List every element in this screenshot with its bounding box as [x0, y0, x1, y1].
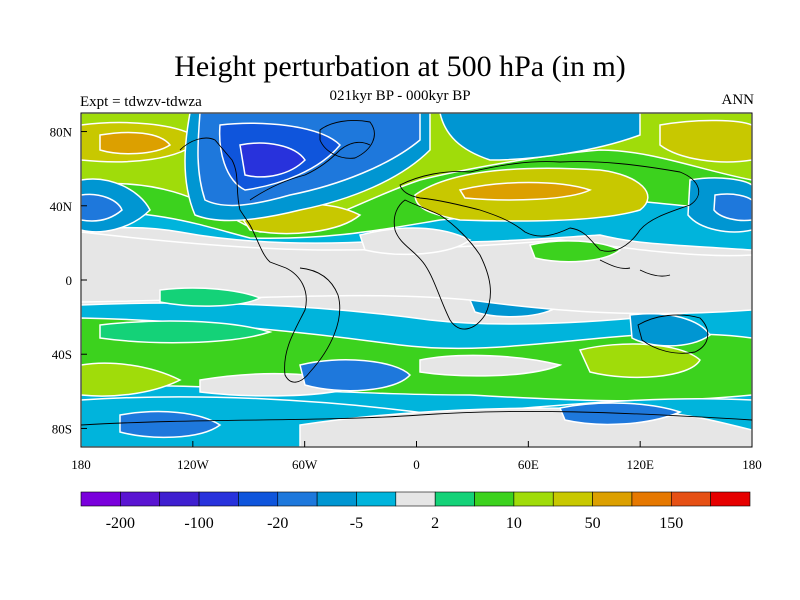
map-axes: 180 120W 60W 0 60E 120E 180 80N 40N 0 40S 80S: [50, 125, 762, 472]
lat-tick-label: 80S: [52, 421, 72, 436]
colorbar-swatch: [316, 491, 357, 507]
colorbar-swatch: [513, 491, 554, 507]
contour-orange-eurasia: [458, 181, 592, 201]
lat-tick-label: 80N: [50, 125, 73, 140]
lon-tick-label: 180: [742, 457, 762, 472]
height-field: [81, 113, 752, 447]
lon-tick-label: 60E: [518, 457, 539, 472]
colorbar-swatch: [395, 491, 436, 507]
lon-tick-label: 0: [413, 457, 420, 472]
lon-tick-label: 60W: [292, 457, 318, 472]
lat-tick-label: 40N: [50, 199, 73, 214]
colorbar-swatch: [120, 491, 161, 507]
colorbar-label: 10: [506, 515, 522, 532]
lon-tick-label: 180: [71, 457, 91, 472]
colorbar-swatch: [159, 491, 200, 507]
colorbar-swatch: [552, 491, 593, 507]
contour-bluemid-pacific-east: [713, 193, 752, 222]
colorbar-swatch: [434, 491, 475, 507]
contour-blue-arctic-eurasia: [439, 113, 641, 161]
coastline-greenland: [319, 119, 375, 159]
colorbar-swatch: [198, 491, 239, 507]
coastline-australia: [637, 314, 709, 354]
colorbar-label: -200: [106, 515, 135, 532]
coastline-south-america: [284, 267, 341, 383]
colorbar-label: -20: [267, 515, 288, 532]
colorbar-swatch: [277, 491, 318, 507]
contour-lime-southwest: [81, 362, 182, 397]
colorbar-label: -100: [184, 515, 213, 532]
coastline-eurasia: [399, 161, 700, 252]
contour-blue-antarctic-west: [119, 410, 222, 439]
coastlines: [81, 119, 752, 426]
contour-bluemid-pacific-west: [81, 193, 123, 222]
colorbar-swatch: [710, 491, 751, 507]
contour-lightgreen-tropical-pacific: [159, 287, 262, 307]
lat-tick-label: 0: [66, 273, 73, 288]
plot-subtitle: 021kyr BP - 000kyr BP: [329, 88, 471, 104]
contour-green-south-asia: [528, 240, 622, 263]
lon-tick-label: 120E: [626, 457, 654, 472]
contour-lightgreen-south: [99, 320, 273, 344]
contour-blue-antarctic-east: [558, 402, 683, 426]
lat-tick-label: 40S: [52, 347, 72, 362]
colorbar: -200 -100 -20 -5 2 10 50 150: [80, 491, 751, 532]
contour-orange-alaska: [99, 131, 172, 155]
plot-title: Height perturbation at 500 hPa (in m): [174, 50, 626, 83]
colorbar-swatch: [474, 491, 515, 507]
colorbar-label: -5: [350, 515, 363, 532]
colorbar-swatch: [356, 491, 397, 507]
colorbar-swatch: [592, 491, 633, 507]
contour-yellow-arctic-east: [659, 119, 752, 163]
colorbar-label: 2: [431, 515, 439, 532]
coastline-north-america-east: [249, 141, 371, 201]
colorbar-swatch: [80, 491, 121, 507]
colorbar-swatch: [670, 491, 711, 507]
coastline-antarctica: [81, 410, 752, 426]
coastline-north-america-west: [179, 137, 287, 269]
colorbar-label: 50: [585, 515, 601, 532]
contour-neutral-south-indian: [419, 354, 563, 377]
contour-neutral-north-africa: [359, 227, 472, 256]
contour-blue-south-atlantic: [299, 359, 412, 392]
colorbar-label: 150: [659, 515, 683, 532]
colorbar-swatch: [631, 491, 672, 507]
experiment-label: Expt = tdwzv-tdwza: [80, 94, 202, 110]
coastline-maritime-continent: [599, 259, 671, 277]
contour-bluedark-canada: [239, 142, 306, 178]
colorbar-swatch: [238, 491, 279, 507]
season-label: ANN: [721, 92, 755, 108]
coastline-africa: [393, 199, 491, 330]
lon-tick-label: 120W: [177, 457, 210, 472]
